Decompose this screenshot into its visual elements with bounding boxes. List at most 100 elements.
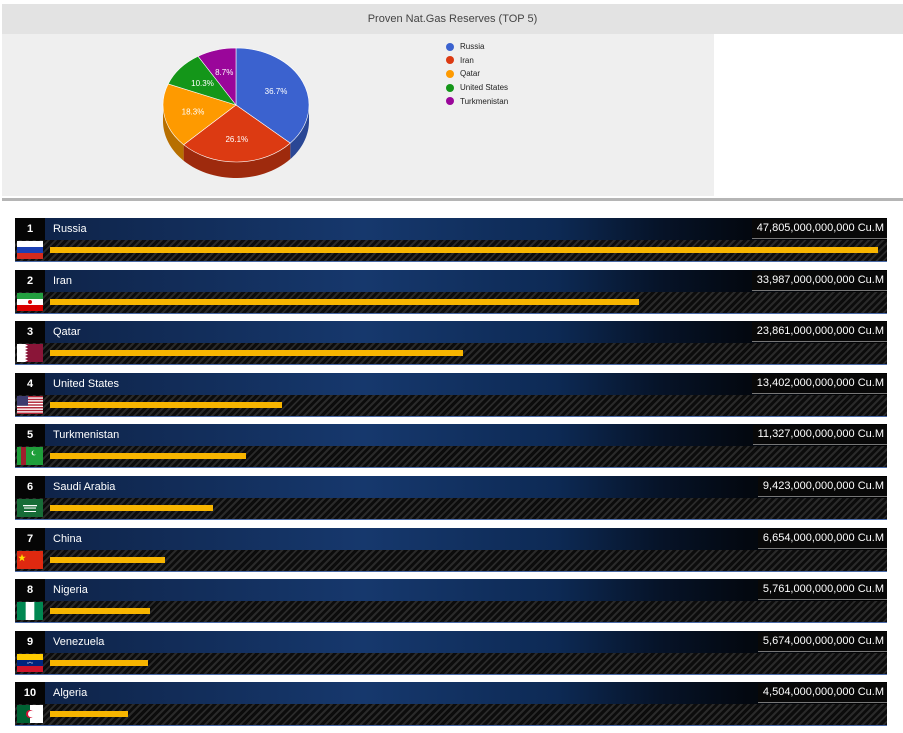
ranking-row-united-states: 4 United States 13,402,000,000,000 Cu.M — [15, 372, 887, 417]
value-bar-russia — [50, 247, 878, 253]
country-name: China — [53, 532, 82, 545]
ranking-row-nigeria: 8 Nigeria 5,761,000,000,000 Cu.M — [15, 579, 887, 624]
reserve-value: 4,504,000,000,000 Cu.M — [757, 683, 887, 704]
rank-number: 2 — [15, 269, 45, 292]
legend-swatch — [446, 69, 454, 78]
legend-swatch — [446, 42, 454, 51]
reserve-value: 47,805,000,000,000 Cu.M — [751, 219, 887, 239]
rank-number: 6 — [15, 476, 45, 498]
ranking-row-qatar: 3 Qatar 23,861,000,000,000 Cu.M — [15, 321, 887, 366]
ranking-row-iran: 2 Iran 33,987,000,000,000 Cu.M — [15, 269, 887, 314]
value-bar-algeria — [50, 711, 128, 718]
row-header-band — [15, 476, 887, 498]
ranking-row-saudi-arabia: 6 Saudi Arabia 9,423,000,000,000 Cu.M — [15, 476, 887, 520]
chart-divider — [2, 198, 903, 201]
country-name: Algeria — [53, 687, 88, 700]
row-bar-track — [15, 446, 887, 469]
turkmenistan-flag — [17, 447, 43, 466]
ranking-row-china: 7 China 6,654,000,000,000 Cu.M — [15, 527, 887, 572]
legend-item-united-states[interactable]: United States — [446, 81, 508, 95]
reserve-value: 23,861,000,000,000 Cu.M — [751, 322, 887, 343]
saudi-arabia-flag — [17, 499, 43, 517]
pie-slice-russia[interactable] — [235, 47, 310, 144]
row-header-band — [15, 372, 887, 395]
pie-slice-side-qatar — [163, 105, 184, 161]
pie-label-united-states: 10.3% — [191, 79, 214, 88]
row-header-band — [15, 682, 887, 705]
row-bar-track — [15, 652, 887, 675]
iran-flag — [17, 292, 43, 311]
rank-number: 1 — [15, 218, 45, 240]
value-bar-nigeria — [50, 608, 150, 615]
legend-swatch — [446, 83, 454, 92]
reserve-value: 11,327,000,000,000 Cu.M — [752, 425, 887, 446]
qatar-flag — [17, 344, 43, 363]
country-name: Turkmenistan — [53, 429, 120, 442]
pie-slice-side-russia — [290, 105, 309, 160]
country-name: Venezuela — [53, 635, 105, 648]
reserve-value: 13,402,000,000,000 Cu.M — [751, 373, 887, 394]
legend-swatch — [446, 97, 454, 106]
china-flag — [17, 550, 43, 569]
reserve-value: 33,987,000,000,000 Cu.M — [751, 270, 887, 291]
russia-flag — [17, 241, 43, 259]
chart-legend: Russia Iran Qatar United States Turkmenistan — [446, 40, 508, 108]
reserve-value: 5,761,000,000,000 Cu.M — [757, 580, 887, 601]
venezuela-flag — [17, 653, 43, 672]
nigeria-flag — [17, 602, 43, 621]
legend-item-russia[interactable]: Russia — [446, 40, 508, 54]
legend-label: United States — [460, 83, 509, 93]
pie-label-iran: 26.1% — [225, 135, 248, 144]
pie-slice-turkmenistan[interactable] — [197, 47, 237, 106]
legend-item-iran[interactable]: Iran — [446, 54, 508, 68]
pie-slice-qatar[interactable] — [162, 83, 237, 146]
legend-label: Turkmenistan — [460, 96, 509, 106]
pie-slice-side-iran — [183, 143, 291, 178]
legend-item-turkmenistan[interactable]: Turkmenistan — [446, 94, 508, 108]
rank-number: 10 — [15, 682, 45, 705]
row-header-band — [15, 321, 887, 344]
pie-chart-panel: Proven Nat.Gas Reserves (TOP 5) 36.7% 26.… — [2, 4, 903, 201]
country-name: Saudi Arabia — [53, 481, 116, 493]
value-bar-turkmenistan — [50, 453, 247, 460]
pie-label-qatar: 18.3% — [182, 108, 205, 117]
row-bar-track — [15, 704, 887, 727]
rank-number: 5 — [15, 424, 45, 447]
rank-number: 8 — [15, 579, 45, 602]
legend-label: Russia — [460, 42, 485, 52]
value-bar-qatar — [50, 350, 464, 357]
rank-number: 3 — [15, 321, 45, 344]
legend-label: Iran — [460, 55, 474, 65]
ranking-row-turkmenistan: 5 Turkmenistan 11,327,000,000,000 Cu.M — [15, 424, 887, 469]
ranking-row-algeria: 10 Algeria 4,504,000,000,000 Cu.M — [15, 682, 887, 727]
reserve-value: 6,654,000,000,000 Cu.M — [757, 528, 887, 549]
legend-item-qatar[interactable]: Qatar — [446, 67, 508, 81]
rank-number: 9 — [15, 630, 45, 653]
value-bar-saudi-arabia — [50, 505, 214, 511]
row-header-band — [15, 424, 887, 447]
united-states-flag — [17, 395, 43, 414]
pie-label-russia: 36.7% — [265, 87, 288, 96]
pie-slice-iran[interactable] — [183, 104, 291, 163]
row-bar-track — [15, 394, 887, 417]
pie-label-turkmenistan: 8.7% — [215, 68, 233, 77]
value-bar-united-states — [50, 401, 283, 408]
reserve-value: 5,674,000,000,000 Cu.M — [757, 631, 887, 652]
row-header-band — [15, 218, 887, 240]
value-bar-iran — [50, 298, 639, 305]
pie-chart: 36.7% 26.1% 18.3% 10.3%8.7% — [162, 47, 310, 178]
country-name: Iran — [53, 274, 72, 287]
row-bar-track — [15, 498, 887, 520]
row-header-band — [15, 579, 887, 602]
legend-label: Qatar — [460, 69, 481, 79]
rank-number: 4 — [15, 372, 45, 395]
country-name: United States — [53, 377, 120, 390]
country-name: Qatar — [53, 326, 81, 339]
chart-plot-area — [2, 34, 714, 196]
ranking-row-venezuela: 9 Venezuela 5,674,000,000,000 Cu.M — [15, 630, 887, 675]
row-bar-track — [15, 549, 887, 572]
country-name: Russia — [53, 223, 87, 235]
value-bar-china — [50, 556, 166, 563]
row-header-band — [15, 269, 887, 292]
country-name: Nigeria — [53, 584, 88, 597]
